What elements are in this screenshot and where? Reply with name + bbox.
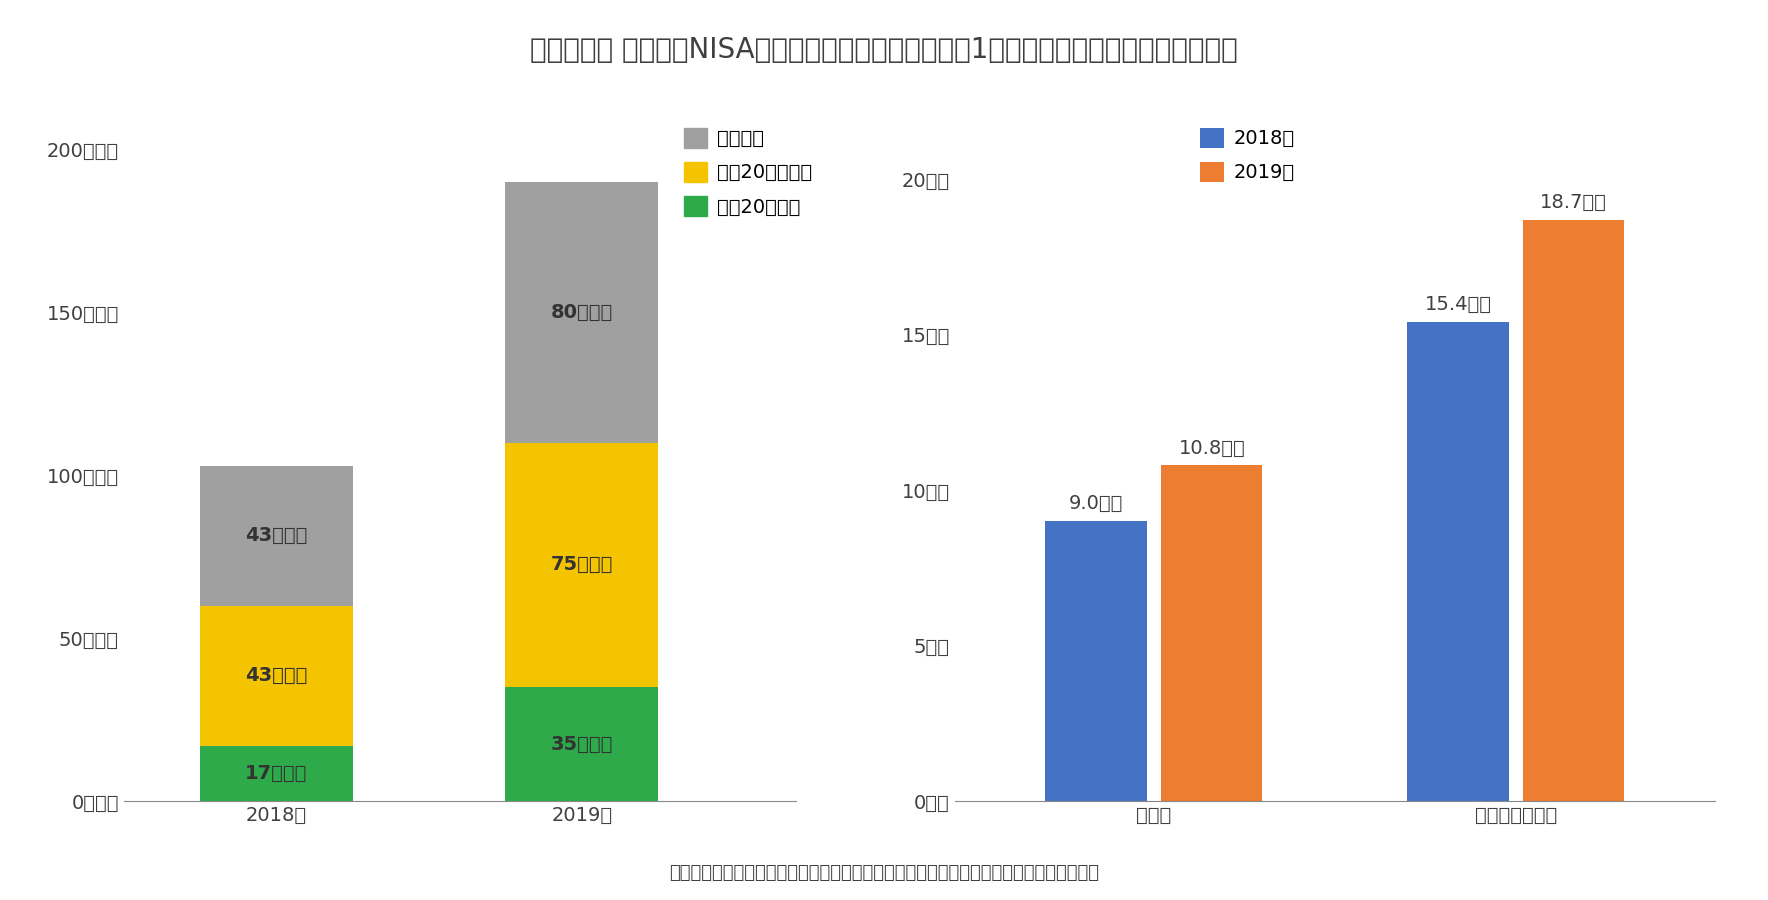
Bar <box>1522 220 1625 801</box>
Text: 75万口座: 75万口座 <box>550 555 613 574</box>
Bar <box>1407 322 1508 801</box>
Text: 17万口座: 17万口座 <box>246 764 308 783</box>
Bar <box>200 606 354 745</box>
Text: （資料）金融庁公表資料より作成。各年の口座数は各年末時点で廃止された口座を含む。: （資料）金融庁公表資料より作成。各年の口座数は各年末時点で廃止された口座を含む。 <box>668 864 1100 882</box>
Text: 9.0万円: 9.0万円 <box>1068 494 1123 513</box>
Bar <box>1045 521 1147 801</box>
Legend: 2018年, 2019年: 2018年, 2019年 <box>1192 120 1303 190</box>
Text: 35万口座: 35万口座 <box>550 734 613 753</box>
Legend: 買付なし, 買付20万円以下, 買付20万円超: 買付なし, 買付20万円以下, 買付20万円超 <box>675 120 820 224</box>
Bar <box>506 687 658 801</box>
Text: 【図表１】 つみたてNISAの買付額別口座数（左）と　1口座あたりの平均買付金額（右）: 【図表１】 つみたてNISAの買付額別口座数（左）と 1口座あたりの平均買付金額… <box>530 36 1238 64</box>
Text: 43万口座: 43万口座 <box>246 526 308 545</box>
Text: 18.7万円: 18.7万円 <box>1540 193 1607 212</box>
Bar <box>1162 465 1262 801</box>
Bar <box>200 465 354 606</box>
Bar <box>506 182 658 443</box>
Bar <box>200 745 354 801</box>
Text: 80万口座: 80万口座 <box>550 303 613 322</box>
Text: 15.4万円: 15.4万円 <box>1425 295 1492 314</box>
Text: 10.8万円: 10.8万円 <box>1179 438 1245 457</box>
Text: 43万口座: 43万口座 <box>246 666 308 685</box>
Bar <box>506 443 658 687</box>
